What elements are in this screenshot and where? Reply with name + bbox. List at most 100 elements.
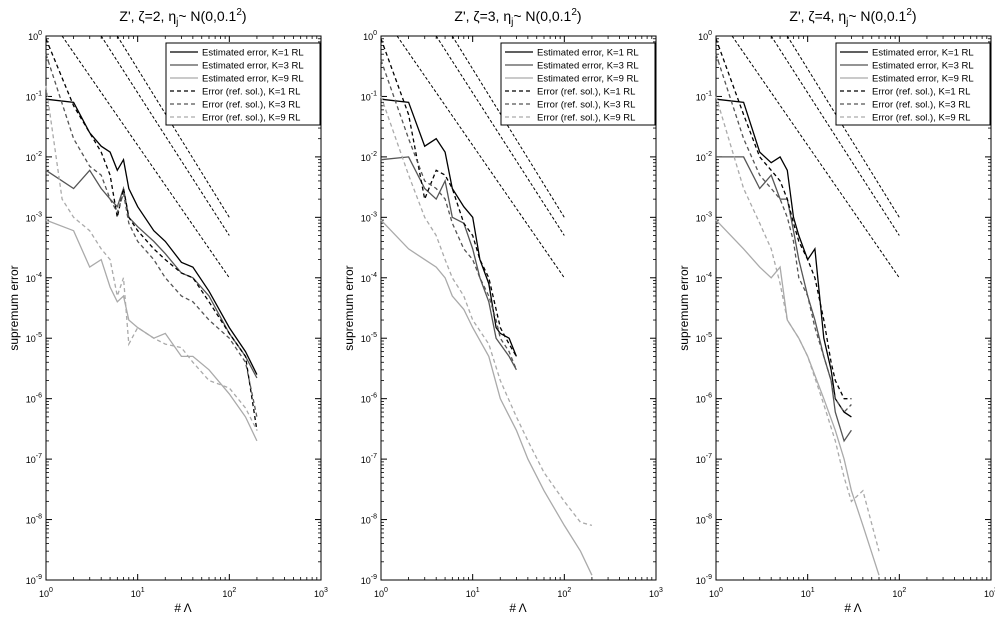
series-line-5 (380, 59, 518, 371)
x-tick-label: 102 (222, 587, 236, 599)
legend-label: Estimated error, K=1 RL (202, 48, 304, 59)
y-tick-label: 10-5 (696, 332, 712, 344)
panel-2-legend: Estimated error, K=1 RL Estimated error, … (500, 42, 656, 126)
panel-3-axis-ticks: 100 101 102 103 10-9 10-8 10-7 10-6 10-5 10-4 10-3… (696, 30, 995, 599)
reference-slope-line (61, 35, 230, 279)
legend-label: Error (ref. sol.), K=3 RL (202, 100, 300, 111)
series-line-1 (45, 98, 258, 375)
panel-2-series (380, 35, 593, 576)
y-tick-label: 10-6 (26, 393, 42, 405)
y-tick-label: 100 (28, 30, 42, 42)
series-line-2 (45, 169, 258, 379)
legend-box (500, 42, 656, 126)
panel-3-series (715, 35, 900, 576)
y-tick-label: 10-7 (696, 453, 712, 465)
x-tick-label: 103 (984, 587, 995, 599)
x-tick-label: 100 (374, 587, 388, 599)
y-tick-label: 10-1 (361, 90, 377, 102)
panel-1-plot-area (45, 35, 322, 581)
y-tick-label: 10-4 (26, 272, 42, 284)
y-tick-label: 10-8 (361, 514, 377, 526)
y-tick-label: 10-6 (696, 393, 712, 405)
series-line-4 (380, 38, 517, 357)
legend-label: Estimated error, K=9 RL (537, 74, 639, 85)
panel-3: Z', ζ=4, ηj~ N(0,0.12) 10010110210310-91… (677, 7, 995, 615)
panel-1-title: Z', ζ=2, ηj~ N(0,0.12) (119, 7, 246, 28)
legend-label: Estimated error, K=3 RL (537, 61, 639, 72)
legend-label: Estimated error, K=1 RL (872, 48, 974, 59)
x-tick-label: 101 (131, 587, 145, 599)
reference-slope-line (770, 35, 900, 236)
panel-2-plot-area (380, 35, 657, 581)
y-tick-label: 10-3 (696, 211, 712, 223)
y-tick-label: 10-5 (361, 332, 377, 344)
panel-3-ylabel: supremum error (677, 265, 691, 350)
y-tick-label: 10-9 (26, 574, 42, 586)
reference-slope-line (451, 35, 565, 218)
legend-label: Error (ref. sol.), K=1 RL (537, 87, 635, 98)
y-tick-label: 10-4 (696, 272, 712, 284)
legend-label: Error (ref. sol.), K=1 RL (202, 87, 300, 98)
y-tick-label: 10-9 (361, 574, 377, 586)
y-tick-label: 10-2 (361, 151, 377, 163)
legend-label: Error (ref. sol.), K=3 RL (537, 100, 635, 111)
y-tick-label: 10-3 (361, 211, 377, 223)
legend-box (165, 42, 321, 126)
reference-slope-line (435, 35, 565, 236)
legend-label: Error (ref. sol.), K=9 RL (202, 113, 300, 124)
legend-label: Estimated error, K=3 RL (202, 61, 304, 72)
y-tick-label: 10-7 (361, 453, 377, 465)
legend-label: Estimated error, K=9 RL (202, 74, 304, 85)
panel-3-plot-area (715, 35, 992, 581)
y-tick-label: 10-7 (26, 453, 42, 465)
x-tick-label: 100 (39, 587, 53, 599)
x-tick-label: 101 (466, 587, 480, 599)
y-tick-label: 100 (698, 30, 712, 42)
panel-1-ylabel: supremum error (7, 265, 21, 350)
series-line-3 (45, 219, 258, 442)
panel-2-ylabel: supremum error (342, 265, 356, 350)
panel-1-xlabel: # Λ (174, 601, 191, 615)
panel-3-title: Z', ζ=4, ηj~ N(0,0.12) (789, 7, 916, 28)
y-tick-label: 10-8 (696, 514, 712, 526)
panel-3-xlabel: # Λ (844, 601, 861, 615)
series-line-4 (45, 38, 258, 431)
legend-label: Error (ref. sol.), K=9 RL (537, 113, 635, 124)
panel-2-title: Z', ζ=3, ηj~ N(0,0.12) (454, 7, 581, 28)
series-line-6 (715, 96, 880, 552)
series-line-4 (715, 38, 852, 400)
x-tick-label: 100 (709, 587, 723, 599)
y-tick-label: 10-5 (26, 332, 42, 344)
x-tick-label: 101 (801, 587, 815, 599)
y-tick-label: 10-2 (26, 151, 42, 163)
y-tick-label: 10-3 (26, 211, 42, 223)
panel-2-xlabel: # Λ (509, 601, 526, 615)
series-line-2 (716, 156, 852, 443)
legend-label: Error (ref. sol.), K=3 RL (872, 100, 970, 111)
y-tick-label: 10-9 (696, 574, 712, 586)
x-tick-label: 103 (649, 587, 663, 599)
y-tick-label: 10-8 (26, 514, 42, 526)
series-line-6 (45, 85, 258, 431)
x-tick-label: 103 (314, 587, 328, 599)
y-tick-label: 100 (363, 30, 377, 42)
panel-1-series (45, 35, 258, 442)
reference-slope-line (396, 35, 565, 279)
legend-label: Estimated error, K=3 RL (872, 61, 974, 72)
x-tick-label: 102 (557, 587, 571, 599)
reference-slope-line (100, 35, 230, 236)
panel-3-legend: Estimated error, K=1 RL Estimated error, … (835, 42, 991, 126)
panel-1: Z', ζ=2, ηj~ N(0,0.12) 100 101 102 10310-91… (7, 7, 328, 615)
reference-slope-line (116, 35, 230, 218)
y-tick-label: 10-1 (26, 90, 42, 102)
legend-box (835, 42, 991, 126)
series-line-2 (380, 156, 517, 371)
series-line-5 (45, 53, 258, 418)
panel-1-legend: Estimated error, K=1 RL Estimated error, … (165, 42, 321, 126)
series-line-6 (380, 96, 593, 527)
legend-label: Error (ref. sol.), K=1 RL (872, 87, 970, 98)
legend-label: Estimated error, K=1 RL (537, 48, 639, 59)
y-tick-label: 10-2 (696, 151, 712, 163)
series-line-1 (715, 98, 852, 418)
